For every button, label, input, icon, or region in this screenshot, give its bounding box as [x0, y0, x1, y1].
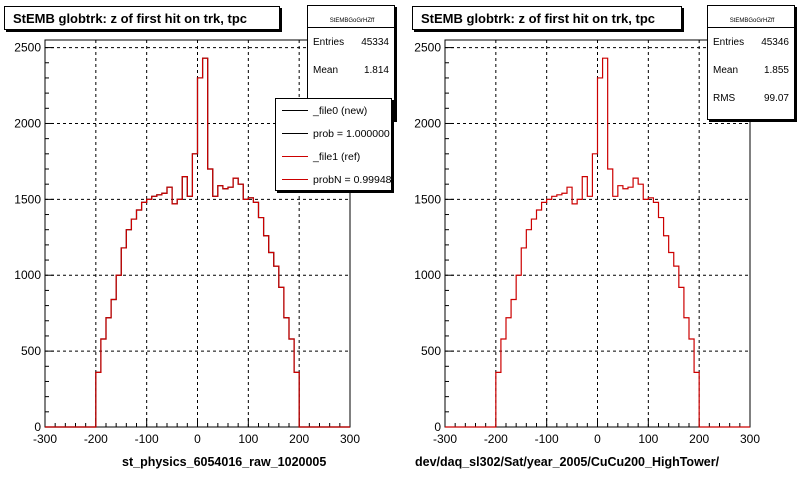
- y-tick-label: 2000: [14, 116, 41, 130]
- y-tick-label: 2000: [414, 116, 441, 130]
- legend-line-icon: [282, 110, 308, 111]
- left-title: StEMB globtrk: z of first hit on trk, tp…: [4, 6, 280, 30]
- stats-value: 45334: [361, 36, 389, 48]
- x-tick-label: -300: [433, 432, 457, 446]
- legend-item: probN = 0.99948: [276, 168, 392, 190]
- stats-label: Mean: [313, 64, 339, 76]
- x-tick-label: -200: [84, 432, 108, 446]
- right-panel: -300 -200 -100 0 100 200 300 0 500 1000 1500 2000 25…: [400, 0, 800, 480]
- left-bottom-label: st_physics_6054016_raw_1020005: [122, 455, 327, 469]
- right-stats-rms: RMS 99.07: [708, 84, 794, 112]
- legend-label: _file1 (ref): [313, 150, 361, 163]
- y-tick-label: 0: [34, 420, 41, 434]
- stats-label: Entries: [713, 36, 745, 48]
- stats-label: Entries: [313, 36, 345, 48]
- legend-label: prob = 1.000000: [313, 127, 390, 140]
- x-tick-label: 100: [638, 432, 658, 446]
- stats-label: Mean: [713, 64, 739, 76]
- stats-value: 99.07: [763, 92, 789, 104]
- y-tick-label: 1500: [414, 192, 441, 206]
- y-tick-label: 2500: [414, 41, 441, 55]
- legend-line-icon: [282, 156, 308, 157]
- left-stats-entries: Entries 45334: [308, 28, 394, 56]
- y-tick-label: 1500: [14, 192, 41, 206]
- legend-item: _file0 (new): [276, 99, 391, 122]
- right-title: StEMB globtrk: z of first hit on trk, tp…: [412, 6, 682, 30]
- legend-item: _file1 (ref): [276, 145, 391, 168]
- x-tick-label: -100: [135, 432, 159, 446]
- x-tick-label: -200: [484, 432, 508, 446]
- x-tick-label: -300: [33, 432, 57, 446]
- legend-label: probN = 0.99948: [313, 173, 392, 186]
- y-tick-label: 500: [421, 344, 441, 358]
- y-tick-label: 1000: [14, 268, 41, 282]
- legend-label: _file0 (new): [313, 104, 368, 117]
- x-tick-label: 0: [194, 432, 201, 446]
- left-stats-mean: Mean 1.814: [308, 56, 394, 84]
- stats-label: RMS: [713, 92, 736, 104]
- stats-value: 1.855: [763, 64, 789, 76]
- x-tick-label: 300: [740, 432, 760, 446]
- stats-value: 1.814: [363, 64, 389, 76]
- y-tick-label: 0: [434, 420, 441, 434]
- y-tick-label: 1000: [414, 268, 441, 282]
- right-bottom-label: dev/daq_sl302/Sat/year_2005/CuCu200_High…: [415, 455, 720, 469]
- x-tick-label: 200: [289, 432, 309, 446]
- right-stats-name: StEMBGoGrHZff: [708, 6, 794, 28]
- left-stats-name: StEMBGoGrHZff: [308, 6, 394, 28]
- y-tick-label: 2500: [14, 41, 41, 55]
- right-stats-entries: Entries 45346: [708, 28, 794, 56]
- right-stats-mean: Mean 1.855: [708, 56, 794, 84]
- left-legend: _file0 (new) prob = 1.000000 _file1 (ref…: [275, 98, 392, 191]
- right-stats-box: StEMBGoGrHZff Entries 45346 Mean 1.855 R…: [707, 5, 795, 120]
- x-tick-label: -100: [535, 432, 559, 446]
- histogram-series-1: [45, 57, 350, 428]
- legend-item: prob = 1.000000: [276, 122, 391, 145]
- right-histogram: -300 -200 -100 0 100 200 300 0 500 1000 1500 2000 25…: [414, 39, 760, 446]
- legend-line-icon: [282, 179, 308, 180]
- x-tick-label: 0: [594, 432, 601, 446]
- x-tick-label: 300: [340, 432, 360, 446]
- left-panel: -300 -200 -100 0 100 200 300 0 500 1000 1500 2000 25…: [4, 5, 395, 469]
- stats-value: 45346: [761, 36, 789, 48]
- histogram-series-0: [445, 57, 750, 428]
- x-tick-label: 200: [689, 432, 709, 446]
- x-tick-label: 100: [238, 432, 258, 446]
- y-tick-label: 500: [21, 344, 41, 358]
- legend-line-icon: [282, 133, 308, 134]
